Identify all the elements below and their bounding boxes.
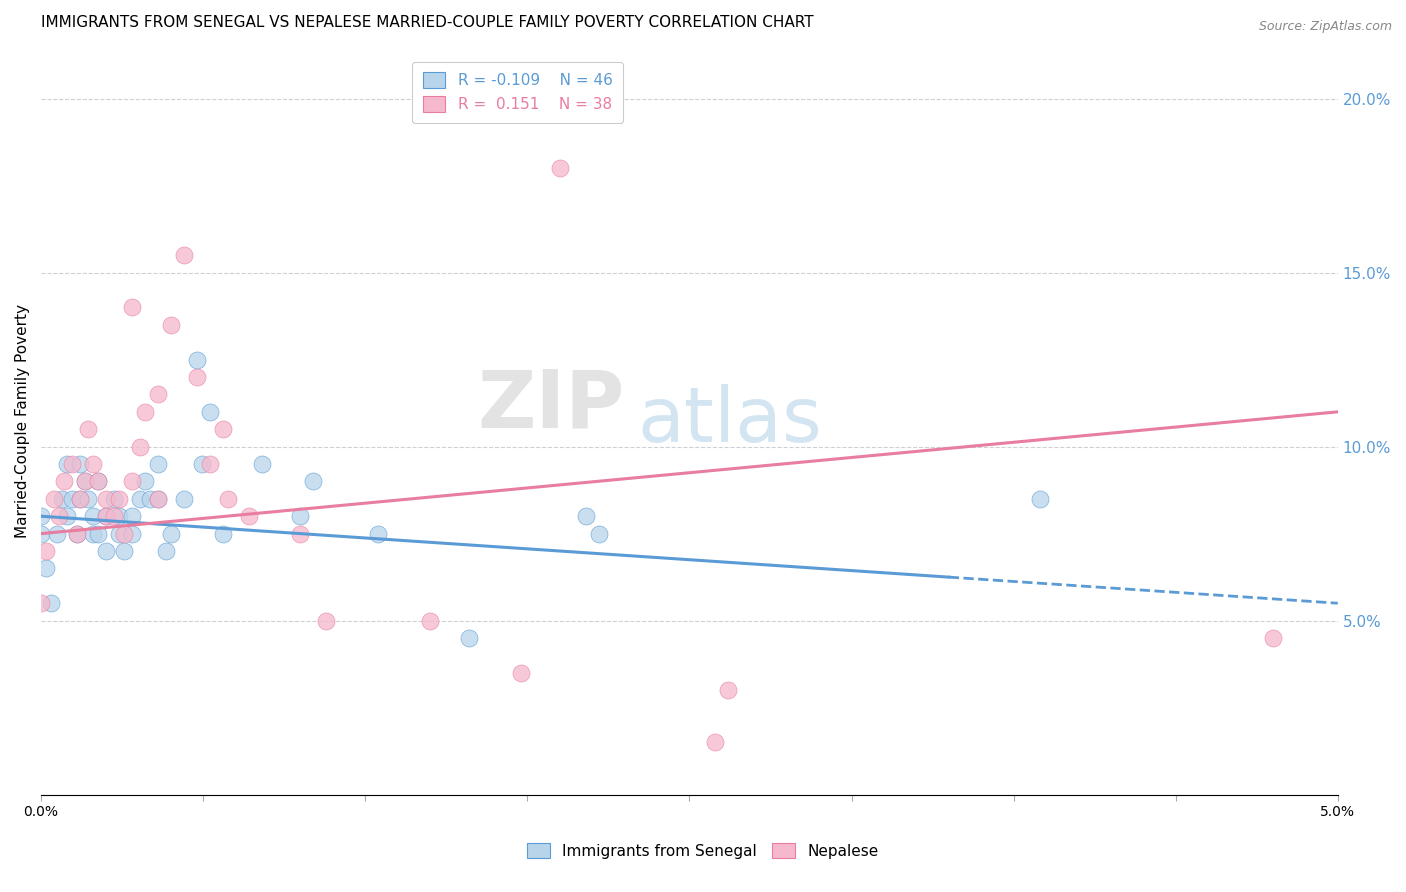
- Point: [121, 475, 143, 489]
- Point: [82, 526, 104, 541]
- Point: [75, 475, 97, 489]
- Point: [146, 387, 169, 401]
- Point: [250, 457, 273, 471]
- Point: [548, 161, 571, 176]
- Point: [121, 509, 143, 524]
- Point: [198, 405, 221, 419]
- Point: [108, 526, 131, 541]
- Point: [290, 526, 312, 541]
- Point: [112, 544, 135, 558]
- Point: [134, 405, 156, 419]
- Point: [159, 526, 181, 541]
- Point: [121, 526, 143, 541]
- Point: [51, 491, 73, 506]
- Point: [302, 475, 325, 489]
- Point: [30, 509, 52, 524]
- Text: atlas: atlas: [637, 384, 823, 458]
- Point: [94, 509, 117, 524]
- Point: [704, 735, 727, 749]
- Point: [159, 318, 181, 332]
- Point: [103, 509, 125, 524]
- Point: [30, 526, 52, 541]
- Point: [69, 491, 91, 506]
- Point: [108, 491, 131, 506]
- Point: [575, 509, 598, 524]
- Point: [30, 596, 52, 610]
- Point: [60, 491, 83, 506]
- Point: [56, 509, 79, 524]
- Point: [134, 475, 156, 489]
- Point: [191, 457, 214, 471]
- Point: [238, 509, 260, 524]
- Point: [146, 457, 169, 471]
- Point: [94, 509, 117, 524]
- Point: [128, 491, 150, 506]
- Point: [146, 491, 169, 506]
- Point: [41, 596, 63, 610]
- Point: [69, 457, 91, 471]
- Point: [139, 491, 162, 506]
- Point: [367, 526, 389, 541]
- Point: [112, 526, 135, 541]
- Point: [186, 370, 208, 384]
- Point: [76, 422, 98, 436]
- Point: [173, 491, 195, 506]
- Point: [69, 491, 91, 506]
- Point: [211, 526, 233, 541]
- Legend: R = -0.109    N = 46, R =  0.151    N = 38: R = -0.109 N = 46, R = 0.151 N = 38: [412, 62, 623, 122]
- Point: [66, 526, 89, 541]
- Point: [76, 491, 98, 506]
- Y-axis label: Married-Couple Family Poverty: Married-Couple Family Poverty: [15, 303, 30, 538]
- Text: Source: ZipAtlas.com: Source: ZipAtlas.com: [1258, 20, 1392, 33]
- Point: [60, 457, 83, 471]
- Point: [186, 352, 208, 367]
- Point: [146, 491, 169, 506]
- Point: [290, 509, 312, 524]
- Point: [94, 544, 117, 558]
- Text: ZIP: ZIP: [478, 367, 624, 444]
- Point: [1261, 631, 1284, 645]
- Point: [87, 526, 110, 541]
- Point: [588, 526, 610, 541]
- Point: [211, 422, 233, 436]
- Point: [87, 475, 110, 489]
- Point: [66, 526, 89, 541]
- Point: [121, 301, 143, 315]
- Point: [42, 491, 65, 506]
- Point: [315, 614, 337, 628]
- Point: [35, 561, 58, 575]
- Point: [173, 248, 195, 262]
- Point: [717, 683, 740, 698]
- Point: [1028, 491, 1050, 506]
- Point: [35, 544, 58, 558]
- Point: [198, 457, 221, 471]
- Text: IMMIGRANTS FROM SENEGAL VS NEPALESE MARRIED-COUPLE FAMILY POVERTY CORRELATION CH: IMMIGRANTS FROM SENEGAL VS NEPALESE MARR…: [41, 15, 814, 30]
- Point: [419, 614, 441, 628]
- Point: [87, 475, 110, 489]
- Point: [94, 491, 117, 506]
- Point: [128, 440, 150, 454]
- Point: [103, 491, 125, 506]
- Point: [48, 509, 70, 524]
- Point: [155, 544, 177, 558]
- Point: [56, 457, 79, 471]
- Legend: Immigrants from Senegal, Nepalese: Immigrants from Senegal, Nepalese: [522, 837, 884, 864]
- Point: [53, 475, 76, 489]
- Point: [108, 509, 131, 524]
- Point: [75, 475, 97, 489]
- Point: [509, 665, 531, 680]
- Point: [82, 509, 104, 524]
- Point: [458, 631, 481, 645]
- Point: [217, 491, 239, 506]
- Point: [45, 526, 67, 541]
- Point: [82, 457, 104, 471]
